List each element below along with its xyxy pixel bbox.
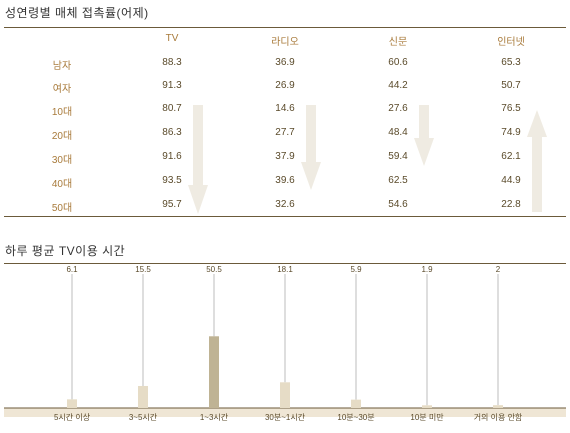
cell-internet: 50.7 [501,80,521,91]
category-label: 3~5시간 [129,412,158,422]
cell-tv: 91.3 [162,80,182,91]
table-title: 성연령별 매체 접촉률(어제) [5,6,149,20]
cell-radio: 32.6 [275,199,295,210]
cell-internet: 44.9 [501,175,521,186]
value-label: 50.5 [206,265,222,274]
bar [138,385,148,408]
value-label: 5.9 [350,265,362,274]
cell-internet: 65.3 [501,57,521,68]
radio-down-arrow [301,105,321,190]
cell-tv: 86.3 [162,127,182,138]
bar [351,399,361,408]
internet-up-arrow [527,110,547,212]
cell-radio: 26.9 [275,80,295,91]
cell-internet: 76.5 [501,103,521,114]
col-header-newspaper: 신문 [388,37,408,48]
cell-radio: 36.9 [275,57,295,68]
newspaper-down-arrow [414,105,434,166]
chart-title: 하루 평균 TV이용 시간 [5,244,126,258]
cell-newspaper: 27.6 [388,103,408,114]
table-bottom-rule [4,216,566,217]
cell-newspaper: 48.4 [388,127,408,138]
row-label: 남자 [52,61,72,72]
category-label: 5시간 이상 [54,412,91,422]
cell-radio: 39.6 [275,175,295,186]
row-label: 30대 [51,155,73,166]
tv-down-arrow [188,105,208,214]
value-label: 1.9 [421,265,433,274]
value-label: 6.1 [66,265,78,274]
cell-tv: 91.6 [162,151,182,162]
cell-newspaper: 54.6 [388,199,408,210]
cell-internet: 22.8 [501,199,521,210]
cell-newspaper: 59.4 [388,151,408,162]
row-label: 10대 [51,107,73,118]
cell-tv: 93.5 [162,175,182,186]
value-label: 18.1 [277,265,293,274]
col-header-internet: 인터넷 [497,37,525,48]
row-label: 여자 [52,84,72,95]
cell-newspaper: 44.2 [388,80,408,91]
category-label: 10분~30분 [337,413,374,422]
cell-newspaper: 62.5 [388,175,408,186]
value-label: 15.5 [135,265,151,274]
category-label: 거의 이용 안함 [474,412,523,422]
col-header-radio: 라디오 [271,37,299,48]
trend-arrows [188,105,547,214]
table-top-rule [4,27,566,28]
cell-tv: 80.7 [162,103,182,114]
bar [209,336,219,408]
bar [280,382,290,408]
cell-radio: 14.6 [275,103,295,114]
cell-internet: 62.1 [501,151,521,162]
col-header-tv: TV [165,33,179,44]
cell-tv: 88.3 [162,57,182,68]
bar [67,399,77,408]
cell-radio: 27.7 [275,127,295,138]
cell-internet: 74.9 [501,127,521,138]
chart-top-rule [4,263,566,264]
category-label: 30분~1시간 [265,412,306,422]
bar [493,405,503,408]
x-axis-band [4,408,566,417]
row-label: 20대 [51,131,73,142]
category-label: 10분 미만 [410,413,444,422]
value-label: 2 [496,265,501,274]
cell-radio: 37.9 [275,151,295,162]
bar [422,405,432,408]
cell-newspaper: 60.6 [388,57,408,68]
row-label: 40대 [51,179,73,190]
cell-tv: 95.7 [162,199,182,210]
category-label: 1~3시간 [200,412,229,422]
row-label: 50대 [51,203,73,214]
